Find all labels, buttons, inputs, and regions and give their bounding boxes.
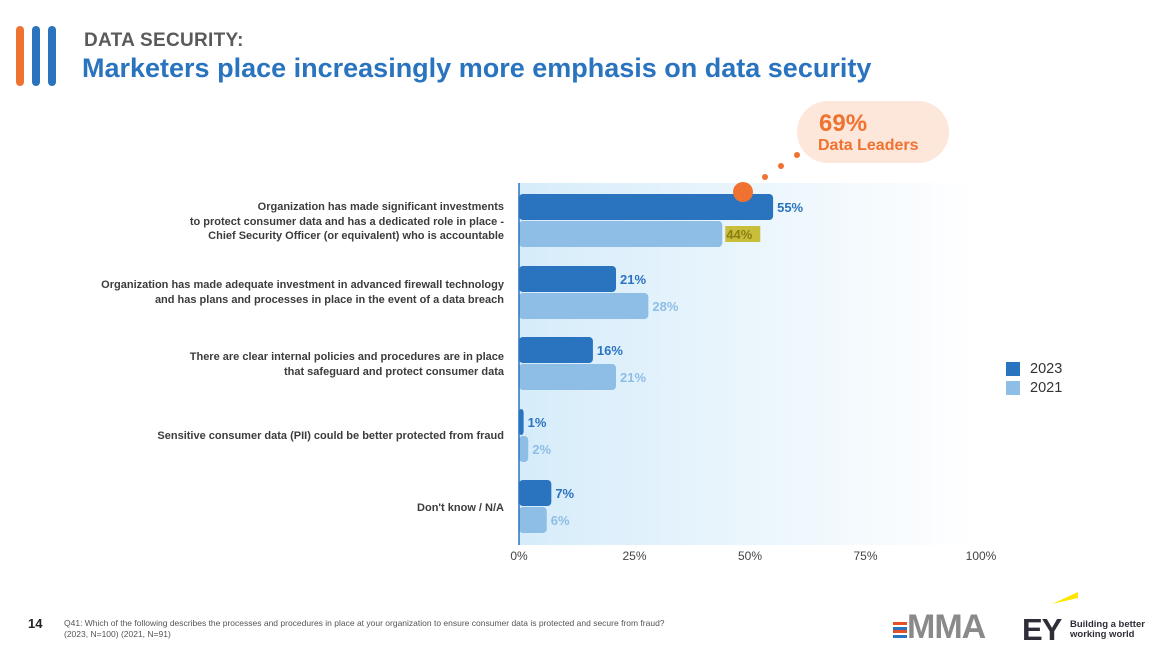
- data-label: 55%: [777, 200, 803, 215]
- data-label: 1%: [528, 415, 547, 430]
- bar-2023: [519, 480, 552, 506]
- data-label: 21%: [620, 272, 646, 287]
- section-label: DATA SECURITY:: [84, 30, 244, 51]
- callout-value: 69%: [819, 110, 868, 137]
- page-number: 14: [28, 616, 43, 631]
- accent-bar-blue: [32, 26, 40, 86]
- bar-2023: [519, 337, 593, 363]
- data-label: 7%: [555, 486, 574, 501]
- category-label: There are clear internal policies and pr…: [189, 351, 504, 378]
- data-leaders-callout: 69% Data Leaders: [797, 101, 949, 163]
- category-label: Organization has made adequate investmen…: [101, 279, 504, 306]
- bar-2023: [519, 409, 524, 435]
- data-label: 2%: [532, 442, 551, 457]
- mma-logo: MMA: [893, 608, 986, 647]
- bar-2021: [519, 221, 723, 247]
- data-label: 28%: [652, 299, 678, 314]
- data-label: 16%: [597, 343, 623, 358]
- bar-2021: [519, 507, 547, 533]
- legend-label: 2023: [1030, 361, 1063, 377]
- x-tick-label: 0%: [510, 549, 528, 563]
- legend-item-2021: 2021: [1006, 380, 1062, 396]
- connector-dot: [794, 152, 800, 158]
- category-label: Don't know / N/A: [417, 502, 504, 514]
- label-highlight: [725, 226, 761, 242]
- connector-dot: [762, 174, 768, 180]
- legend-item-2023: 2023: [1006, 361, 1062, 377]
- accent-bar-orange: [16, 26, 24, 86]
- data-label: 44%: [726, 227, 752, 242]
- category-label: Sensitive consumer data (PII) could be b…: [157, 430, 504, 442]
- data-label: 21%: [620, 370, 646, 385]
- legend-swatch: [1006, 381, 1020, 395]
- ey-logo: EY Building a better working world: [1022, 582, 1150, 647]
- footnote: Q41: Which of the following describes th…: [64, 618, 665, 639]
- accent-bar-blue: [48, 26, 56, 86]
- connector-dot: [778, 163, 784, 169]
- data-label: 6%: [551, 513, 570, 528]
- ey-beam-icon: [1052, 592, 1078, 604]
- category-label: Organization has made significant invest…: [189, 201, 504, 242]
- x-tick-label: 25%: [622, 549, 646, 563]
- bar-2023: [519, 266, 617, 292]
- bar-2021: [519, 436, 529, 462]
- bar-2021: [519, 364, 617, 390]
- x-tick-label: 50%: [738, 549, 762, 563]
- bar-2021: [519, 293, 649, 319]
- legend-label: 2021: [1030, 380, 1063, 396]
- flag-icon: [893, 622, 907, 638]
- highlight-marker: [733, 182, 753, 202]
- x-tick-label: 100%: [966, 549, 997, 563]
- callout-label: Data Leaders: [818, 137, 919, 154]
- page-title: Marketers place increasingly more emphas…: [82, 53, 872, 83]
- bar-2023: [519, 194, 774, 220]
- legend-swatch: [1006, 362, 1020, 376]
- x-tick-label: 75%: [853, 549, 877, 563]
